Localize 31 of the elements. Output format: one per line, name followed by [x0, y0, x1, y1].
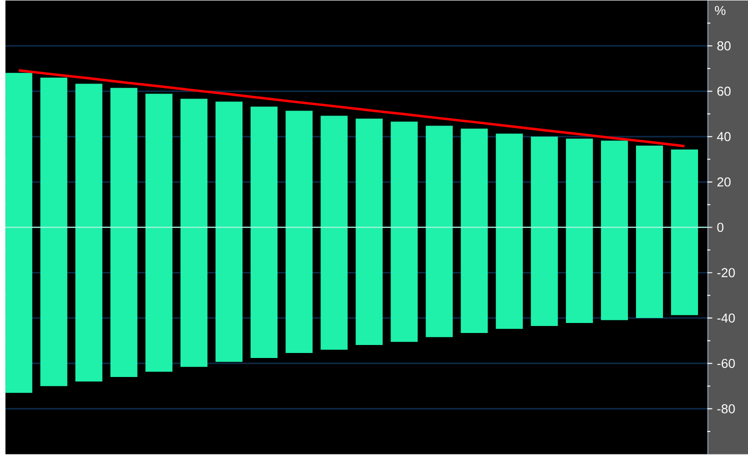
bar — [530, 136, 558, 326]
bar — [216, 102, 243, 362]
bar — [671, 150, 698, 316]
y-tick-label: 60 — [717, 86, 731, 96]
bar — [40, 78, 68, 386]
y-tick-label: 20 — [717, 178, 731, 187]
bar — [250, 106, 278, 358]
y-tick-label: 0 — [717, 222, 724, 232]
bar — [390, 122, 418, 342]
bar — [180, 98, 208, 367]
bar — [5, 73, 32, 394]
bar — [320, 116, 348, 350]
bar — [426, 126, 453, 338]
bar — [286, 110, 313, 354]
bar — [636, 146, 663, 318]
bar — [566, 138, 593, 324]
y-tick-label: -20 — [717, 268, 735, 278]
bar — [496, 134, 523, 330]
bar — [356, 118, 383, 346]
bar — [145, 94, 172, 372]
y-axis-title: % — [714, 6, 726, 16]
y-tick-label: -40 — [717, 314, 735, 323]
bar — [460, 128, 488, 334]
bar — [75, 84, 102, 382]
y-tick-label: 80 — [717, 41, 731, 51]
y-tick-label: 40 — [717, 132, 731, 142]
y-tick-label: -60 — [717, 359, 735, 368]
y-tick-label: -80 — [717, 404, 735, 414]
bar — [110, 88, 138, 378]
bar — [600, 140, 628, 320]
line-series — [18, 69, 686, 148]
